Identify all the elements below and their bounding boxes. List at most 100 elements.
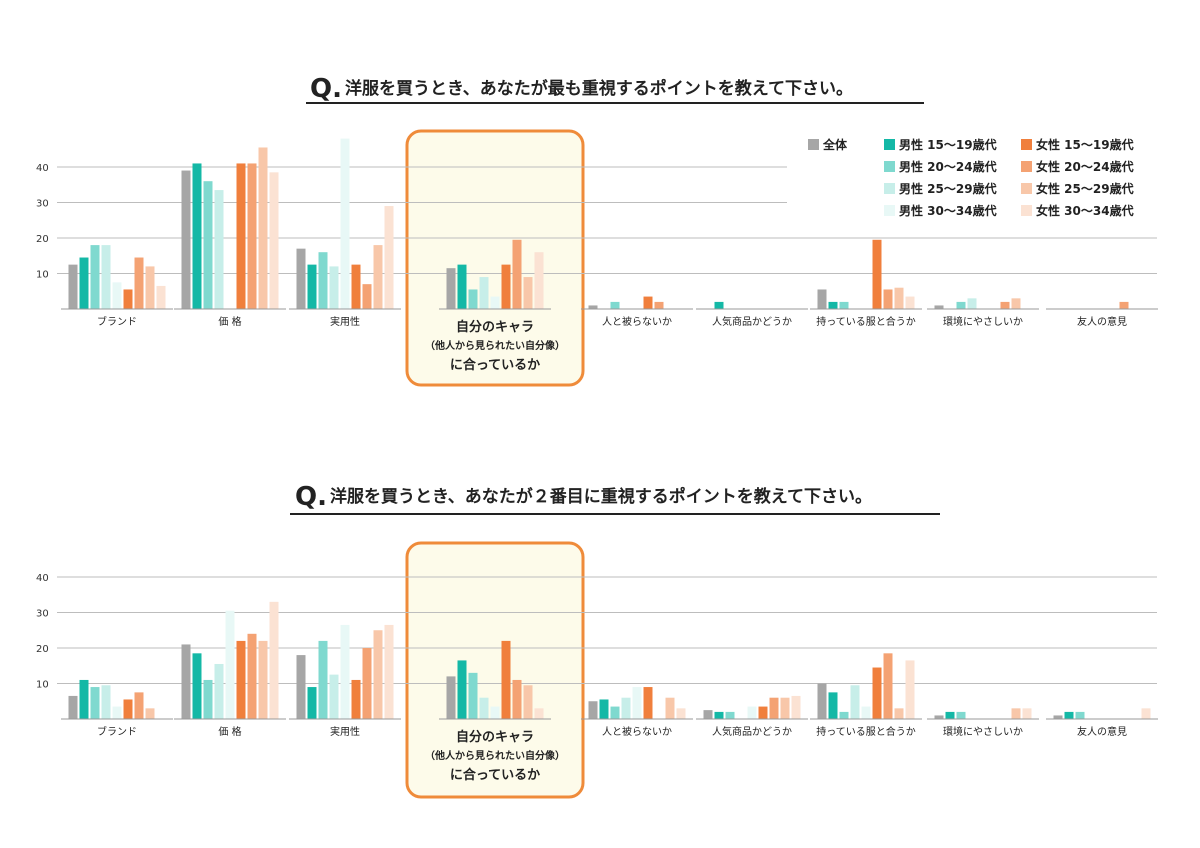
bar-1-9 [1053,715,1063,719]
bar-8-3 [373,245,383,309]
bar-7-3 [362,648,372,719]
bar-2-6 [714,711,724,719]
legend-label-2: 男性 15～19歳代 [899,137,997,152]
chart1-title-prefix: Q. [310,74,342,104]
highlight-box [405,129,585,387]
bar-5-1 [112,706,122,719]
bar-9-9 [1141,708,1151,719]
bar-9-7 [905,660,915,719]
chart1-plot: 10 20 30 40 ブランド 価 格 実用性 自分のキャラ （他人から見られたい自分像） に合… [36,129,1158,387]
legend-swatch-8 [1021,183,1032,194]
bar-2-7 [828,692,838,719]
bar-8-4 [523,685,533,719]
bar-6-7 [872,667,882,719]
bar-3-2 [203,679,213,719]
bar-3-7 [839,301,849,309]
bar-5-4 [490,706,500,719]
bar-7-2 [247,163,257,309]
y-tick-label: 30 [36,199,49,210]
highlight-category-label-line3: に合っているか [450,357,540,373]
bar-2-4 [457,660,467,719]
bar-7-5 [654,301,664,309]
bar-5-6 [747,706,757,719]
x-tick-label: 人気商品かどうか [712,725,792,738]
bar-5-7 [861,706,871,719]
bar-2-2 [192,653,202,719]
legend-label-6: 女性 15～19歳代 [1036,137,1134,152]
bar-4-7 [850,685,860,719]
legend-label-8: 女性 25～29歳代 [1036,181,1134,196]
highlight-category-label-line1: 自分のキャラ [456,729,534,745]
legend-label-9: 女性 30～34歳代 [1036,203,1134,218]
highlight-category-label-line2: （他人から見られたい自分像） [425,339,565,352]
bar-8-3 [373,630,383,719]
bar-3-7 [839,711,849,719]
bar-4-3 [329,266,339,309]
bar-7-3 [362,284,372,309]
bar-1-8 [934,715,944,719]
bar-9-6 [791,695,801,719]
bar-1-3 [296,655,306,719]
bar-3-1 [90,687,100,719]
legend-swatch-7 [1021,161,1032,172]
bar-8-2 [258,640,268,719]
bar-8-4 [523,277,533,309]
bar-5-2 [225,610,235,719]
bar-9-4 [534,708,544,719]
legend-label-1: 全体 [822,137,848,152]
bar-1-5 [588,701,598,719]
bar-7-1 [134,692,144,719]
bar-9-2 [269,601,279,719]
bar-2-4 [457,264,467,309]
bar-1-7 [817,683,827,719]
bar-7-7 [883,289,893,309]
x-tick-label: 環境にやさしいか [943,725,1023,738]
bar-4-5 [621,697,631,719]
chart2-title-group: Q. 洋服を買うとき、あなたが２番目に重視するポイントを教えて下さい。 [290,482,940,515]
bar-6-1 [123,699,133,719]
bar-3-5 [610,301,620,309]
x-tick-label: 持っている服と合うか [816,315,916,328]
bar-4-1 [101,685,111,719]
highlight-category-label-line2: （他人から見られたい自分像） [425,749,565,762]
bar-3-3 [318,252,328,309]
bar-4-4 [479,277,489,309]
bar-2-7 [828,301,838,309]
x-tick-label: 実用性 [330,315,360,328]
bar-2-1 [79,257,89,309]
chart2-title-prefix: Q. [295,482,327,512]
bar-1-4 [446,676,456,719]
x-tick-label: 実用性 [330,725,360,738]
bar-2-5 [599,699,609,719]
bar-4-2 [214,663,224,719]
bar-6-5 [643,296,653,309]
bar-4-3 [329,674,339,719]
bar-2-1 [79,679,89,719]
bar-8-1 [145,266,155,309]
bar-6-7 [872,239,882,309]
bar-4-1 [101,245,111,309]
y-tick-label: 10 [36,270,49,281]
bar-7-6 [769,697,779,719]
bar-9-4 [534,252,544,309]
bar-1-7 [817,289,827,309]
x-tick-label: 人と被らないか [602,725,672,738]
y-tick-label: 20 [36,234,49,245]
bar-9-3 [384,624,394,719]
bar-9-2 [269,172,279,309]
bar-1-2 [181,170,191,309]
bar-2-3 [307,687,317,719]
legend-swatch-6 [1021,139,1032,150]
x-tick-label: 持っている服と合うか [816,725,916,738]
legend-label-4: 男性 25～29歳代 [899,181,997,196]
bar-8-6 [780,697,790,719]
bar-3-8 [956,301,966,309]
y-tick-label: 10 [36,680,49,691]
bar-6-6 [758,706,768,719]
legend-swatch-3 [884,161,895,172]
bar-2-3 [307,264,317,309]
bar-8-8 [1011,708,1021,719]
bar-9-3 [384,206,394,309]
bar-4-4 [479,697,489,719]
